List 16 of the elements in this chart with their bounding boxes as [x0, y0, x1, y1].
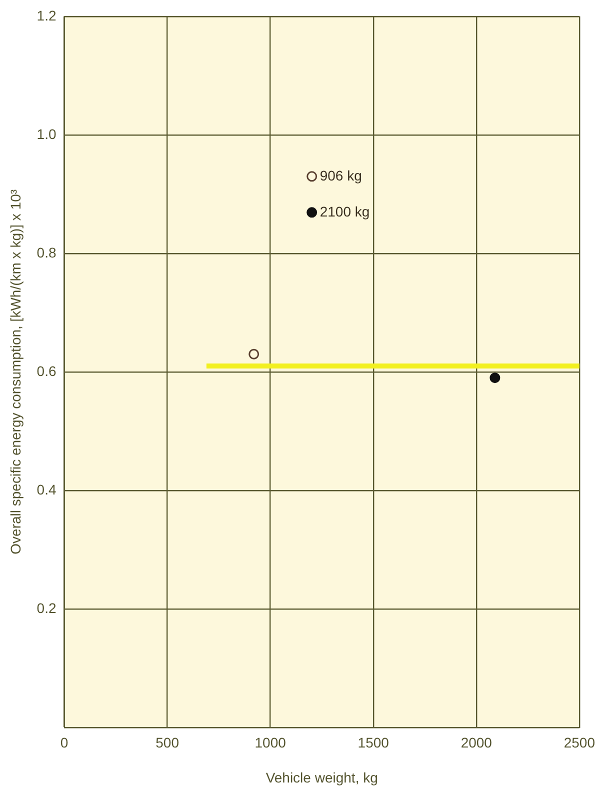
y-tick-label: 0.6	[36, 362, 56, 379]
y-tick-label: 0.8	[36, 244, 56, 260]
x-tick-label: 2000	[460, 734, 492, 751]
y-tick-label: 1.0	[36, 126, 56, 142]
x-tick-label: 1500	[358, 734, 390, 751]
x-tick-label: 1000	[254, 734, 286, 751]
legend-label: 2100 kg	[320, 203, 370, 220]
y-tick-label: 0.4	[36, 481, 56, 498]
x-axis-title: Vehicle weight, kg	[266, 769, 378, 786]
y-axis-title: Overall specific energy consumption, [kWh/(km x kg)] x 10³	[7, 189, 24, 554]
x-tick-label: 2500	[564, 734, 596, 751]
x-tick-label: 0	[60, 734, 68, 751]
y-tick-label: 0.2	[36, 600, 56, 616]
legend-label: 906 kg	[320, 167, 362, 184]
y-tick-label: 1.2	[36, 7, 56, 24]
x-tick-label: 500	[156, 734, 180, 751]
